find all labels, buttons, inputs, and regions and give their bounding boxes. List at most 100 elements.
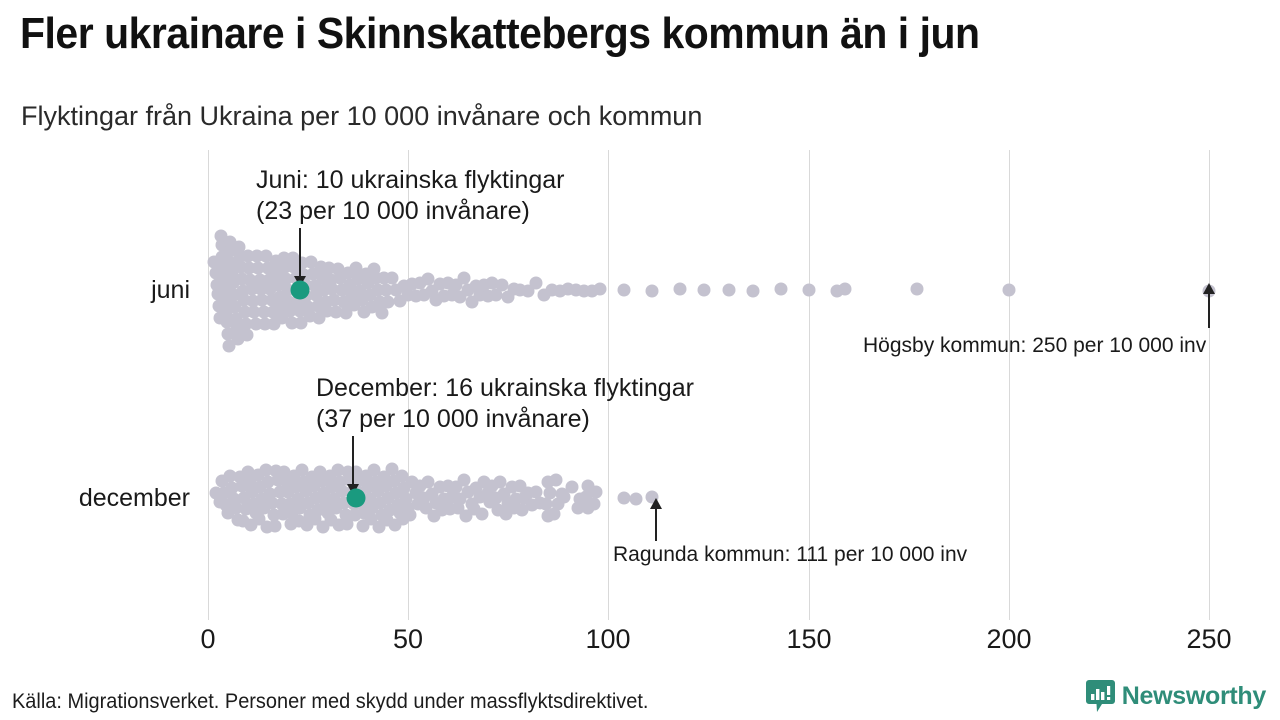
juni-callout-line2: (23 per 10 000 invånare) xyxy=(256,197,530,225)
data-point xyxy=(265,496,279,510)
data-point xyxy=(411,497,425,511)
data-point xyxy=(240,328,254,342)
brand-name: Newsworthy xyxy=(1121,682,1267,710)
data-point xyxy=(549,473,563,487)
data-point xyxy=(331,463,345,477)
data-point xyxy=(395,469,409,483)
data-point xyxy=(284,517,298,531)
data-point xyxy=(910,282,924,296)
gridline-0 xyxy=(208,150,209,620)
data-point xyxy=(581,501,595,515)
data-point xyxy=(372,520,386,534)
data-point xyxy=(356,519,370,532)
hogsby-callout-text: Högsby kommun: 250 per 10 000 inv xyxy=(863,334,1207,357)
data-point xyxy=(385,462,399,476)
data-point xyxy=(327,293,341,307)
data-point xyxy=(236,514,250,528)
brand-logo: Newsworthy xyxy=(1085,680,1267,712)
data-point xyxy=(541,509,555,523)
x-axis-tick-label: 100 xyxy=(585,624,631,654)
data-point xyxy=(489,288,503,302)
data-point xyxy=(385,271,399,285)
data-point xyxy=(555,487,569,501)
december-callout-arrow xyxy=(352,436,354,488)
data-point xyxy=(223,469,237,483)
data-point xyxy=(746,284,760,298)
gridline-250 xyxy=(1209,150,1210,620)
data-point xyxy=(325,282,339,295)
data-point xyxy=(543,486,557,500)
data-point xyxy=(421,272,435,286)
data-point xyxy=(457,271,471,285)
data-point xyxy=(485,276,499,290)
x-axis-tick-label: 0 xyxy=(200,624,216,654)
data-point xyxy=(349,261,363,275)
highlighted-data-point-juni[interactable] xyxy=(290,280,310,300)
data-point xyxy=(617,491,631,505)
data-point xyxy=(838,282,852,296)
data-point xyxy=(457,473,471,487)
ragunda-callout-arrow xyxy=(655,505,657,541)
juni-callout-arrow xyxy=(299,228,301,280)
data-point xyxy=(629,492,643,506)
x-axis-tick-label: 150 xyxy=(786,624,832,654)
data-point xyxy=(493,475,507,489)
data-point xyxy=(1002,283,1016,297)
data-point xyxy=(229,501,243,515)
gridline-100 xyxy=(608,150,609,620)
chart-bubble-logo-icon xyxy=(1085,680,1115,712)
ragunda-callout-arrowhead-icon xyxy=(650,498,662,509)
row-label-juni: juni xyxy=(151,276,190,304)
data-point xyxy=(529,276,543,290)
x-axis-tick-label: 200 xyxy=(986,624,1032,654)
data-point xyxy=(529,485,543,499)
data-point xyxy=(571,501,585,515)
data-point xyxy=(295,463,309,477)
x-axis-tick-label: 50 xyxy=(392,624,424,654)
data-point xyxy=(593,282,607,296)
data-point xyxy=(375,306,389,320)
data-point xyxy=(579,490,593,504)
data-point xyxy=(259,463,273,477)
data-point xyxy=(495,278,509,292)
data-point xyxy=(645,284,659,298)
data-point xyxy=(565,480,579,494)
data-point xyxy=(483,495,497,509)
data-point xyxy=(335,484,349,498)
data-point xyxy=(421,475,435,489)
data-point xyxy=(697,283,711,297)
ragunda-callout-text: Ragunda kommun: 111 per 10 000 inv xyxy=(613,543,968,566)
data-point xyxy=(261,475,275,489)
data-point xyxy=(239,317,253,331)
data-point xyxy=(673,282,687,296)
hogsby-callout-arrowhead-icon xyxy=(1203,283,1215,294)
x-axis-tick-label: 250 xyxy=(1186,624,1232,654)
gridline-150 xyxy=(809,150,810,620)
data-point xyxy=(774,282,788,296)
row-label-december: december xyxy=(78,484,190,512)
page-subtitle: Flyktingar från Ukraina per 10 000 invån… xyxy=(21,101,703,131)
data-point xyxy=(722,283,736,297)
december-callout-line1: December: 16 ukrainska flyktingar xyxy=(316,374,694,402)
source-note: Källa: Migrationsverket. Personer med sk… xyxy=(12,690,649,713)
gridline-200 xyxy=(1009,150,1010,620)
data-point xyxy=(589,485,603,499)
data-point xyxy=(367,463,381,477)
data-point xyxy=(617,283,631,297)
page-title: Fler ukrainare i Skinnskattebergs kommun… xyxy=(20,9,980,58)
data-point xyxy=(381,295,395,309)
hogsby-callout-arrow xyxy=(1208,290,1210,328)
highlighted-data-point-december[interactable] xyxy=(346,488,366,508)
data-point xyxy=(329,305,343,319)
data-point xyxy=(276,507,290,521)
beeswarm-plot xyxy=(0,150,1280,620)
juni-callout-line1: Juni: 10 ukrainska flyktingar xyxy=(256,166,565,194)
gridline-50 xyxy=(408,150,409,620)
data-point xyxy=(802,283,816,297)
data-point xyxy=(379,283,393,297)
data-point xyxy=(539,497,553,511)
december-callout-line2: (37 per 10 000 invånare) xyxy=(316,405,590,433)
data-point xyxy=(348,508,362,522)
data-point xyxy=(225,481,239,495)
